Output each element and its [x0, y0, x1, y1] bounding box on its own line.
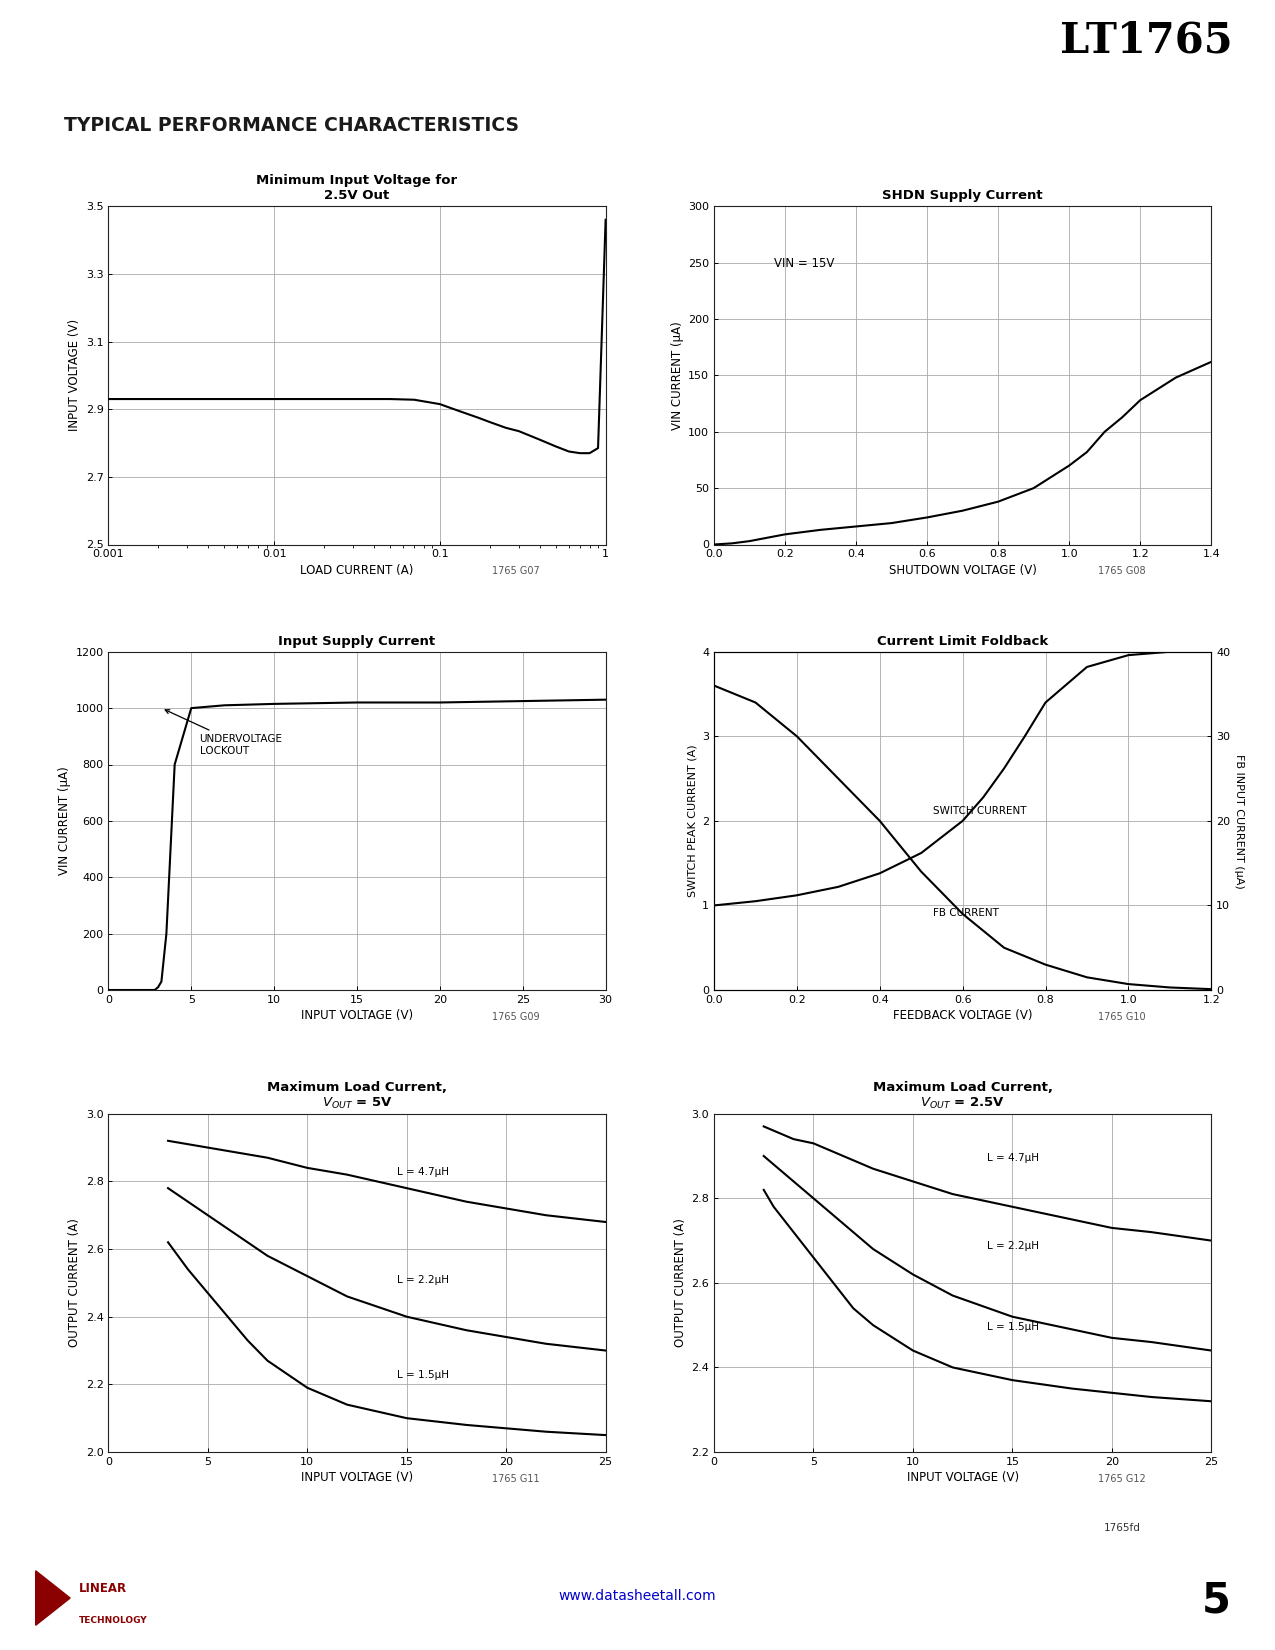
- Y-axis label: VIN CURRENT (μA): VIN CURRENT (μA): [59, 767, 71, 874]
- Y-axis label: VIN CURRENT (μA): VIN CURRENT (μA): [671, 322, 683, 429]
- Text: 1765fd: 1765fd: [1104, 1523, 1140, 1533]
- Text: LT1765: LT1765: [1061, 20, 1233, 61]
- Text: L = 1.5μH: L = 1.5μH: [397, 1370, 449, 1379]
- Text: TECHNOLOGY: TECHNOLOGY: [79, 1615, 148, 1625]
- Title: Current Limit Foldback: Current Limit Foldback: [877, 635, 1048, 648]
- X-axis label: INPUT VOLTAGE (V): INPUT VOLTAGE (V): [301, 1472, 413, 1483]
- Text: 1765 G11: 1765 G11: [492, 1473, 539, 1483]
- Text: L = 4.7μH: L = 4.7μH: [397, 1167, 449, 1176]
- Text: L = 2.2μH: L = 2.2μH: [397, 1275, 449, 1285]
- Text: 1765 G07: 1765 G07: [492, 566, 541, 576]
- Text: VIN = 15V: VIN = 15V: [774, 257, 834, 271]
- Text: FB CURRENT: FB CURRENT: [933, 908, 998, 917]
- Y-axis label: INPUT VOLTAGE (V): INPUT VOLTAGE (V): [69, 320, 82, 431]
- X-axis label: INPUT VOLTAGE (V): INPUT VOLTAGE (V): [301, 1010, 413, 1021]
- Y-axis label: FB INPUT CURRENT (μA): FB INPUT CURRENT (μA): [1234, 754, 1244, 888]
- X-axis label: INPUT VOLTAGE (V): INPUT VOLTAGE (V): [907, 1472, 1019, 1483]
- Text: 5: 5: [1201, 1579, 1230, 1622]
- Text: 1765 G08: 1765 G08: [1098, 566, 1145, 576]
- Title: SHDN Supply Current: SHDN Supply Current: [882, 190, 1043, 203]
- Title: Maximum Load Current,
$V_{OUT}$ = 2.5V: Maximum Load Current, $V_{OUT}$ = 2.5V: [872, 1081, 1053, 1110]
- X-axis label: SHUTDOWN VOLTAGE (V): SHUTDOWN VOLTAGE (V): [889, 564, 1037, 576]
- Text: L = 4.7μH: L = 4.7μH: [987, 1153, 1039, 1163]
- Polygon shape: [36, 1571, 70, 1625]
- Text: 1765 G12: 1765 G12: [1098, 1473, 1146, 1483]
- Text: 1765 G09: 1765 G09: [492, 1011, 539, 1021]
- Title: Minimum Input Voltage for
2.5V Out: Minimum Input Voltage for 2.5V Out: [256, 175, 458, 203]
- Y-axis label: SWITCH PEAK CURRENT (A): SWITCH PEAK CURRENT (A): [687, 744, 697, 898]
- Text: UNDERVOLTAGE
LOCKOUT: UNDERVOLTAGE LOCKOUT: [166, 710, 283, 756]
- Title: Input Supply Current: Input Supply Current: [278, 635, 436, 648]
- Text: www.datasheetall.com: www.datasheetall.com: [558, 1589, 717, 1602]
- Title: Maximum Load Current,
$V_{OUT}$ = 5V: Maximum Load Current, $V_{OUT}$ = 5V: [266, 1081, 448, 1110]
- X-axis label: LOAD CURRENT (A): LOAD CURRENT (A): [301, 564, 413, 576]
- Text: SWITCH CURRENT: SWITCH CURRENT: [933, 807, 1026, 817]
- Y-axis label: OUTPUT CURRENT (A): OUTPUT CURRENT (A): [69, 1218, 82, 1348]
- Text: TYPICAL PERFORMANCE CHARACTERISTICS: TYPICAL PERFORMANCE CHARACTERISTICS: [64, 116, 519, 135]
- X-axis label: FEEDBACK VOLTAGE (V): FEEDBACK VOLTAGE (V): [892, 1010, 1033, 1021]
- Text: L = 1.5μH: L = 1.5μH: [987, 1322, 1039, 1332]
- Text: 1765 G10: 1765 G10: [1098, 1011, 1145, 1021]
- Text: LINEAR: LINEAR: [79, 1582, 128, 1596]
- Text: L = 2.2μH: L = 2.2μH: [987, 1241, 1039, 1251]
- Y-axis label: OUTPUT CURRENT (A): OUTPUT CURRENT (A): [674, 1218, 687, 1348]
